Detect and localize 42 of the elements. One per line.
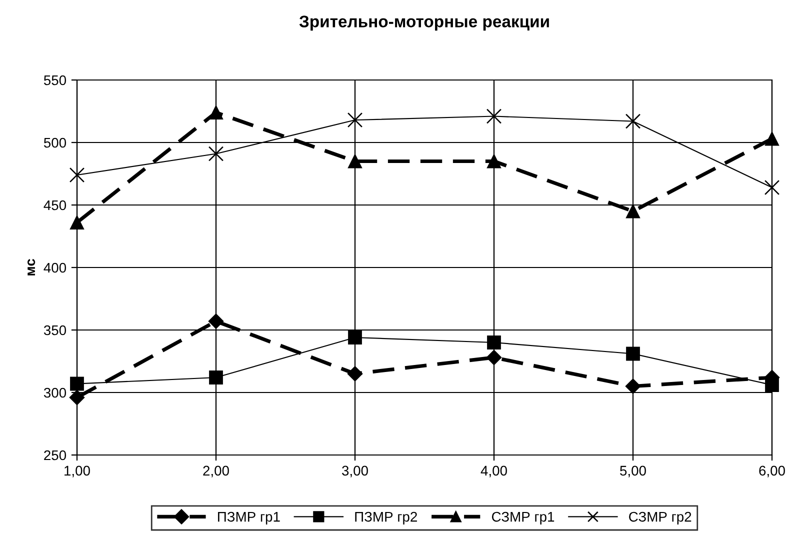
x-tick-label: 5,00 (620, 466, 646, 478)
legend-label: СЗМР гр2 (629, 512, 692, 524)
x-tick-label: 2,00 (203, 466, 229, 478)
y-tick-label: 500 (44, 138, 66, 148)
point (626, 204, 640, 218)
y-tick-label: 450 (44, 200, 66, 210)
legend-label: СЗМР гр1 (492, 512, 554, 524)
y-tick-label: 300 (44, 388, 66, 398)
point (348, 154, 362, 168)
chart-title: Зрительно-моторные реакции (299, 16, 549, 31)
point (69, 390, 85, 406)
point (209, 106, 223, 120)
point (348, 330, 362, 344)
point (487, 336, 501, 350)
point (487, 154, 501, 168)
x-tick-label: 4,00 (480, 466, 507, 478)
x-tick-label: 6,00 (759, 466, 785, 478)
point (347, 366, 363, 382)
point (486, 108, 502, 124)
point (347, 112, 363, 128)
point (208, 314, 224, 329)
point (70, 376, 84, 391)
point (765, 132, 779, 146)
point (626, 346, 640, 361)
legend-label: ПЗМР гр2 (355, 512, 417, 524)
point (764, 180, 780, 196)
x-tick-label: 3,00 (342, 466, 368, 478)
point (209, 370, 223, 384)
y-tick-label: 550 (44, 75, 66, 86)
point (486, 350, 502, 366)
y-tick-label: 250 (44, 450, 66, 460)
y-tick-label: 350 (44, 325, 66, 336)
point (69, 167, 85, 183)
legend-label: ПЗМР гр1 (218, 512, 280, 524)
point (70, 216, 84, 230)
point (765, 378, 779, 392)
point (625, 378, 641, 394)
x-tick-label: 1,00 (64, 466, 90, 478)
point (625, 114, 641, 129)
point (208, 146, 224, 162)
y-tick-label: 400 (44, 262, 66, 273)
y-axis-title: мс (28, 259, 36, 276)
